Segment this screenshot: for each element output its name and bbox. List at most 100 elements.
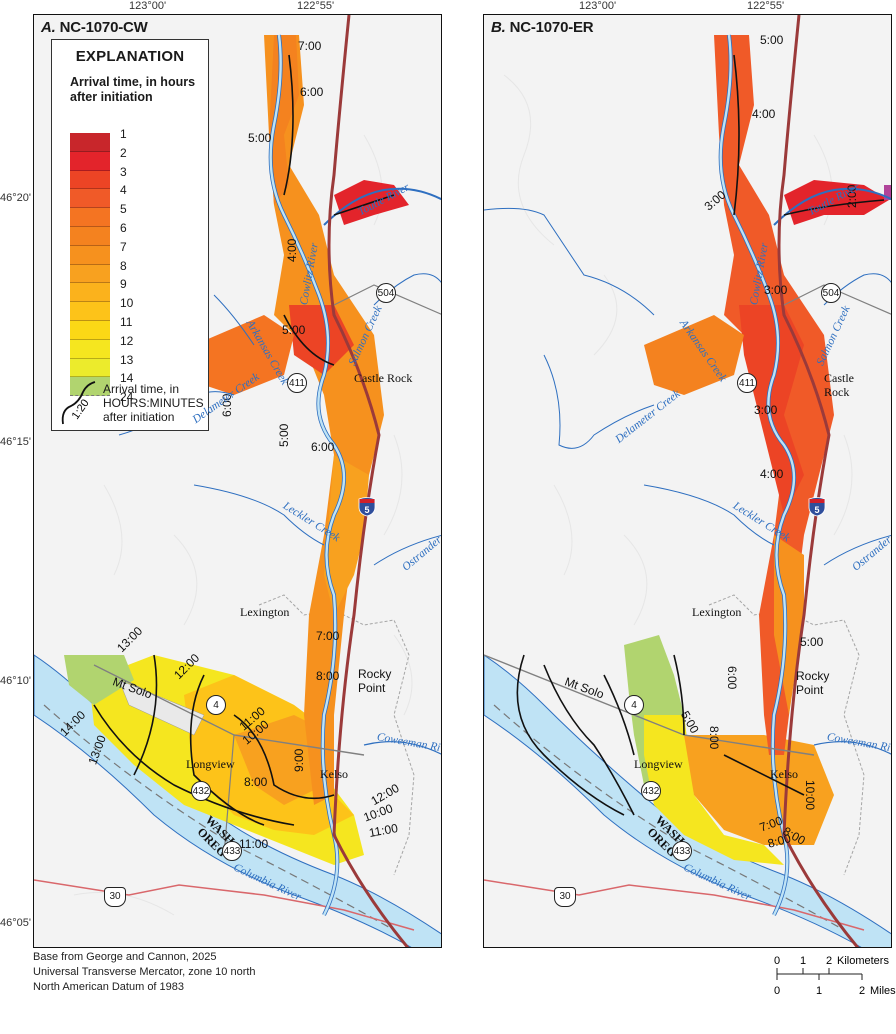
credit-line-2: Universal Transverse Mercator, zone 10 n…: [33, 966, 256, 978]
legend-label: 10: [120, 296, 134, 311]
panel-a-name: NC-1070-CW: [59, 19, 148, 36]
svg-text:5: 5: [364, 505, 369, 515]
legend-subheading: Arrival time, in hours after initiation: [70, 75, 208, 105]
latitude-tick-46-20: 46°20': [0, 192, 31, 204]
time-label: 5:00: [277, 423, 291, 447]
legend-label: 7: [120, 239, 127, 254]
swatch-9: [70, 283, 110, 303]
legend-label: 1: [120, 127, 127, 141]
longitude-tick-a-123-00: 123°00': [129, 0, 167, 12]
longitude-tick-b-122-55: 122°55': [747, 0, 785, 12]
place-rocky-point: Rocky Point: [358, 667, 392, 695]
svg-text:0: 0: [774, 985, 780, 997]
route-shield-504: 504: [821, 283, 841, 303]
legend-label: 9: [120, 277, 127, 292]
place-rocky-point: Rocky Point: [796, 669, 830, 697]
legend-labels: 1 2 3 4 5 6 7 8 9 10 11 12 13 14 24: [120, 125, 133, 407]
time-label: 5:00: [800, 635, 824, 649]
time-label: 5:00: [282, 323, 306, 337]
time-label: 8:00: [244, 775, 268, 789]
route-shield-433: 433: [222, 841, 242, 861]
scale-bar-graphic: 0 1 2 Kilometers 0 1 2 Miles: [774, 955, 896, 997]
route-shield-411: 411: [287, 373, 307, 393]
legend-label: 6: [120, 220, 127, 235]
swatch-7: [70, 245, 110, 265]
time-label: 4:00: [285, 238, 299, 262]
longitude-tick-b-123-00: 123°00': [579, 0, 617, 12]
route-shield-432: 432: [191, 781, 211, 801]
isochrone-text-2: HOURS:MINUTES: [103, 396, 204, 410]
interstate-5-shield-icon: 5: [808, 497, 826, 517]
route-shield-432: 432: [641, 781, 661, 801]
latitude-tick-46-15: 46°15': [0, 436, 31, 448]
time-label: 7:00: [298, 39, 322, 53]
map-credits: Base from George and Cannon, 2025 Univer…: [33, 950, 256, 995]
place-kelso: Kelso: [320, 767, 348, 781]
map-panel-b: B. NC-1070-ER 5:00 4:00 3:00 2:00 3:00 3…: [483, 14, 892, 948]
isochrone-text-1: Arrival time, in: [103, 382, 180, 396]
time-label: 3:00: [764, 283, 788, 297]
credit-line-3: North American Datum of 1983: [33, 981, 185, 993]
svg-text:Miles: Miles: [870, 985, 896, 997]
svg-text:2: 2: [826, 955, 832, 967]
time-label: 7:00: [316, 629, 340, 643]
isochrone-legend-text: Arrival time, in HOURS:MINUTES after ini…: [103, 382, 204, 424]
route-shield-4: 4: [206, 695, 226, 715]
time-label: 8:00: [316, 669, 340, 683]
swatch-4: [70, 189, 110, 209]
us-route-shield-30: 30: [104, 887, 126, 907]
time-label: 6:00: [311, 440, 335, 454]
route-shield-411: 411: [737, 373, 757, 393]
route-shield-504: 504: [376, 283, 396, 303]
time-label: 11:00: [239, 837, 269, 851]
legend-subheading-line1: Arrival time, in hours: [70, 75, 196, 89]
place-castle-rock: Castle Rock: [354, 371, 413, 385]
place-longview: Longview: [186, 757, 235, 771]
legend-subheading-line2: after initiation: [70, 90, 153, 104]
swatch-3: [70, 170, 110, 190]
panel-b-title: B. NC-1070-ER: [491, 19, 594, 36]
time-label: 10:00: [803, 780, 817, 811]
legend-label: 4: [120, 183, 127, 198]
place-lexington: Lexington: [692, 605, 742, 619]
credit-line-1: Base from George and Cannon, 2025: [33, 951, 217, 963]
time-label: 3:00: [754, 403, 778, 417]
latitude-tick-46-10: 46°10': [0, 675, 31, 687]
panel-a-letter: A.: [41, 19, 56, 36]
swatch-10: [70, 302, 110, 321]
swatch-5: [70, 208, 110, 227]
interstate-5-shield-icon: 5: [358, 497, 376, 517]
time-label: 5:00: [760, 33, 784, 47]
panel-b-letter: B.: [491, 19, 506, 36]
panel-b-name: NC-1070-ER: [509, 19, 594, 36]
legend-label: 3: [120, 164, 127, 179]
swatch-2: [70, 151, 110, 171]
us-route-shield-30: 30: [554, 887, 576, 907]
legend-swatches: [70, 133, 110, 397]
legend-label: 11: [120, 314, 133, 329]
svg-text:1: 1: [800, 955, 806, 967]
map-a-svg: [34, 15, 441, 947]
isochrone-sample-label: 1:20: [70, 397, 92, 421]
legend-heading: EXPLANATION: [75, 48, 185, 65]
legend-label: 8: [120, 258, 127, 273]
legend-label: 12: [120, 333, 134, 348]
scale-bar: 0 1 2 Kilometers 0 1 2 Miles: [760, 952, 896, 1002]
swatch-14: [70, 377, 110, 397]
legend-label: 13: [120, 352, 134, 367]
swatch-8: [70, 264, 110, 284]
place-kelso: Kelso: [770, 767, 798, 781]
route-shield-433: 433: [672, 841, 692, 861]
time-label: 8:00: [707, 726, 721, 750]
longitude-tick-a-122-55: 122°55': [297, 0, 335, 12]
time-label: 4:00: [760, 467, 784, 481]
svg-text:0: 0: [774, 955, 780, 967]
svg-text:Kilometers: Kilometers: [837, 955, 889, 967]
time-label: 6:00: [725, 666, 739, 690]
place-castle-rock: Castle Rock: [824, 371, 854, 399]
map-b-svg: [484, 15, 891, 947]
swatch-1: [70, 133, 110, 152]
svg-text:2: 2: [859, 985, 865, 997]
route-shield-4: 4: [624, 695, 644, 715]
place-longview: Longview: [634, 757, 683, 771]
